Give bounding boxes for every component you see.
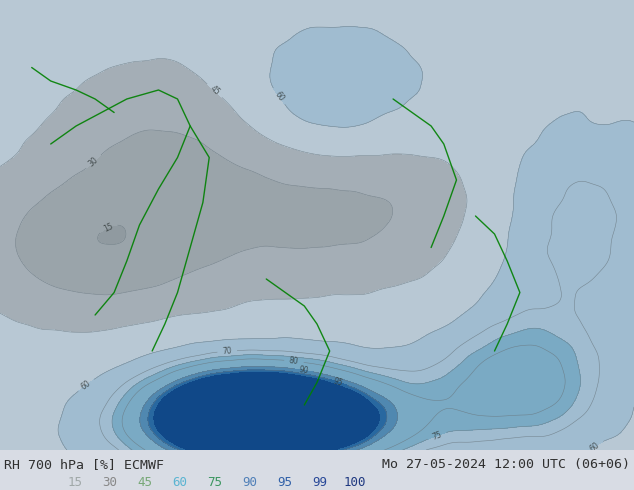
Text: 75: 75 bbox=[207, 475, 223, 489]
Text: 95: 95 bbox=[278, 475, 292, 489]
Text: 60: 60 bbox=[588, 441, 602, 454]
Text: 15: 15 bbox=[67, 475, 82, 489]
Text: 100: 100 bbox=[344, 475, 366, 489]
Text: 30: 30 bbox=[103, 475, 117, 489]
Text: 60: 60 bbox=[80, 379, 93, 392]
Text: Mo 27-05-2024 12:00 UTC (06+06): Mo 27-05-2024 12:00 UTC (06+06) bbox=[382, 458, 630, 471]
Text: 15: 15 bbox=[102, 221, 114, 234]
Text: 70: 70 bbox=[222, 346, 233, 356]
Text: 99: 99 bbox=[313, 475, 328, 489]
Text: 60: 60 bbox=[273, 90, 285, 103]
Text: 90: 90 bbox=[298, 365, 309, 375]
Text: 60: 60 bbox=[172, 475, 188, 489]
Text: 45: 45 bbox=[138, 475, 153, 489]
Text: 45: 45 bbox=[208, 84, 221, 98]
Text: 30: 30 bbox=[87, 155, 100, 169]
Text: 90: 90 bbox=[242, 475, 257, 489]
Text: 80: 80 bbox=[288, 356, 299, 367]
Text: 75: 75 bbox=[431, 430, 443, 441]
Text: 95: 95 bbox=[332, 376, 344, 388]
Text: RH 700 hPa [%] ECMWF: RH 700 hPa [%] ECMWF bbox=[4, 458, 164, 471]
